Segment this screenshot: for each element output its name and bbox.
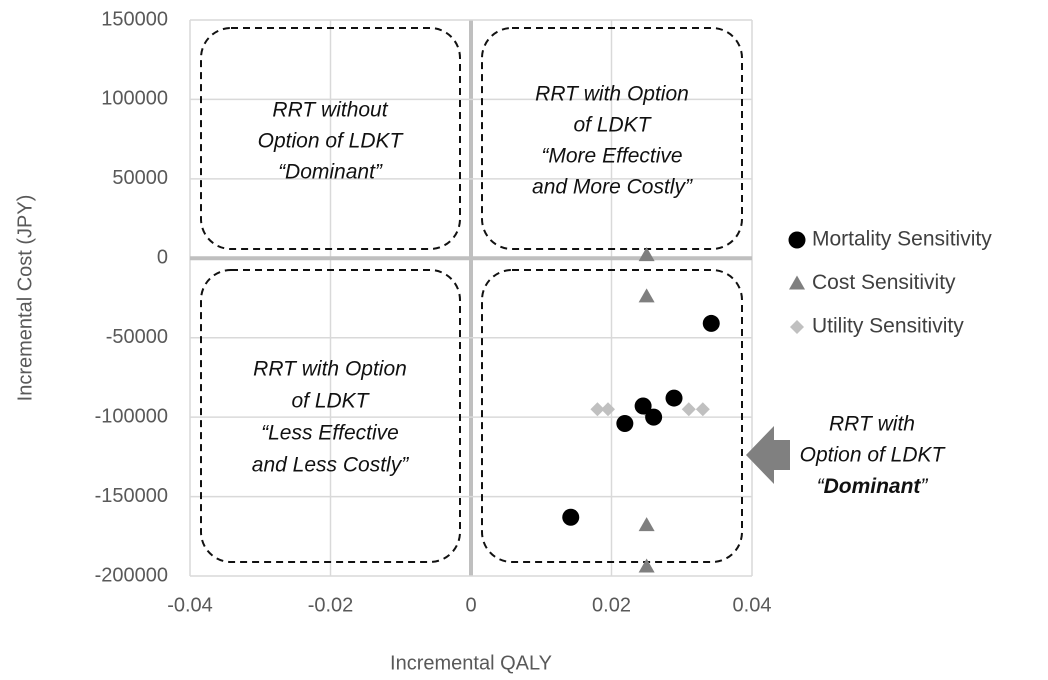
annotation: of LDKT: [291, 390, 370, 413]
point: [562, 508, 580, 526]
arrow: [746, 426, 790, 484]
x-axis-title: Incremental QALY: [390, 652, 552, 674]
x-tick-label: 0.02: [592, 594, 631, 616]
grid: [189, 19, 753, 577]
quadrant-box: [481, 269, 743, 563]
point: [616, 414, 634, 432]
point: [702, 314, 720, 332]
point: [790, 320, 804, 334]
point: [789, 275, 805, 290]
annotation: “Dominant”: [817, 475, 929, 498]
annotation: Option of LDKT: [258, 130, 405, 153]
annotation: of LDKT: [573, 114, 652, 137]
quadrant-box: [200, 269, 461, 563]
y-axis-title: Incremental Cost (JPY): [14, 195, 36, 402]
annotation: “More Effective: [541, 145, 682, 168]
x-tick-label: -0.04: [167, 594, 213, 616]
y-tick-label: -200000: [95, 564, 168, 586]
y-tick-label: 0: [157, 247, 168, 269]
annotation: RRT with: [829, 413, 915, 436]
annotation-part: ”: [920, 475, 928, 498]
quadrant-box: [481, 27, 743, 250]
annotation: RRT without: [272, 99, 388, 122]
y-tick-label: -50000: [106, 326, 168, 348]
point: [681, 402, 696, 417]
y-tick-label: -100000: [95, 405, 168, 427]
annotation: Option of LDKT: [800, 444, 947, 467]
y-tick-label: 50000: [112, 167, 168, 189]
quadrant-boxes: [200, 27, 743, 563]
annotation: “Less Effective: [261, 422, 399, 445]
y-tick-label: -150000: [95, 485, 168, 507]
legend-label: Utility Sensitivity: [812, 315, 964, 338]
point: [638, 517, 655, 532]
quadrant-box: [200, 27, 461, 250]
x-tick-label: -0.02: [308, 594, 354, 616]
point: [634, 397, 652, 415]
annotation-part: Dominant: [824, 475, 922, 498]
annotation: RRT with Option: [535, 83, 689, 106]
point: [638, 247, 655, 262]
annotation: RRT with Option: [253, 358, 407, 381]
point: [645, 408, 663, 426]
annotation: and More Costly”: [532, 176, 693, 199]
annotation-part: “: [817, 475, 825, 498]
point: [638, 288, 655, 303]
point: [695, 402, 710, 417]
point: [590, 402, 605, 417]
point: [788, 231, 806, 249]
y-tick-label: 150000: [101, 8, 168, 30]
annotation: “Dominant”: [278, 161, 383, 184]
annotation: and Less Costly”: [252, 454, 409, 477]
legend-label: Mortality Sensitivity: [812, 228, 992, 251]
y-tick-label: 100000: [101, 88, 168, 110]
x-tick-label: 0.04: [733, 594, 772, 616]
x-tick-label: 0: [465, 594, 476, 616]
point: [665, 389, 683, 407]
point: [600, 402, 615, 417]
point: [638, 558, 655, 573]
legend-label: Cost Sensitivity: [812, 271, 956, 294]
